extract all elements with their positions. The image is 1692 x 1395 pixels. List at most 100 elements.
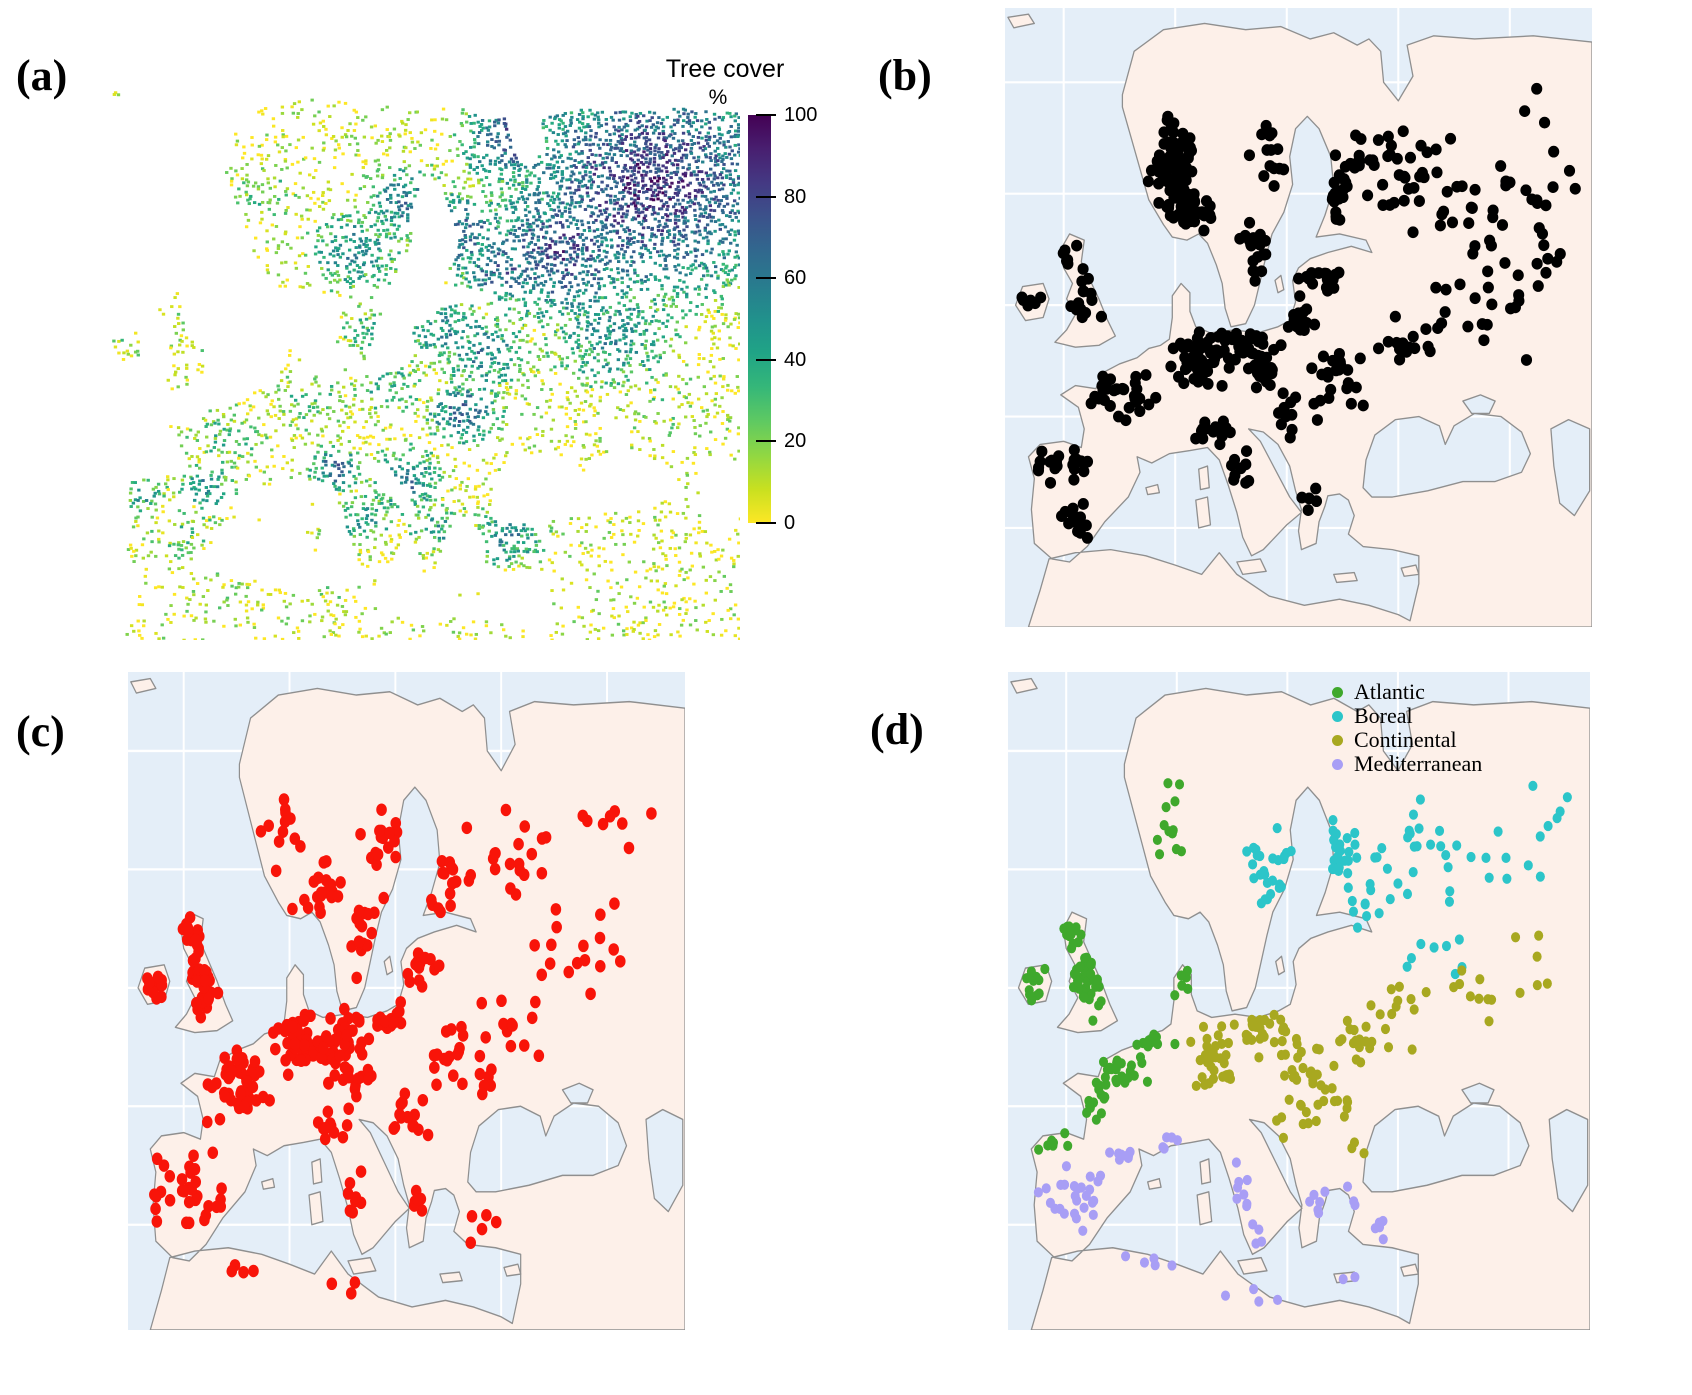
sample-point xyxy=(199,974,211,988)
sample-point xyxy=(540,831,552,844)
sample-point xyxy=(320,1122,331,1135)
sample-point xyxy=(1060,1179,1070,1190)
sample-point xyxy=(461,821,473,835)
sample-point xyxy=(1278,1024,1288,1036)
sample-point xyxy=(1342,1103,1352,1114)
sample-point xyxy=(1493,826,1503,837)
sample-point xyxy=(1484,1016,1494,1027)
sample-point xyxy=(1035,291,1047,304)
sample-point xyxy=(1308,1078,1318,1089)
sample-point xyxy=(1198,224,1210,237)
sample-point xyxy=(1288,1072,1298,1083)
sample-point xyxy=(1382,130,1394,143)
sample-point xyxy=(413,961,425,974)
sample-point xyxy=(277,825,289,839)
sample-point xyxy=(429,1061,440,1074)
sample-point xyxy=(1515,987,1525,998)
sample-point xyxy=(422,1128,434,1142)
sample-point xyxy=(1463,217,1475,229)
sample-point xyxy=(1153,149,1166,162)
sample-sites-map-black xyxy=(1005,8,1592,627)
colorbar-tick xyxy=(756,195,776,198)
sample-point xyxy=(1070,1190,1080,1202)
sample-point xyxy=(1528,780,1538,792)
sample-point xyxy=(1383,1042,1394,1053)
sample-point xyxy=(1349,1024,1359,1036)
sample-point xyxy=(322,1105,334,1118)
sample-point xyxy=(1025,294,1037,307)
sample-point xyxy=(1485,239,1497,252)
sample-point xyxy=(1098,1056,1109,1068)
sample-point xyxy=(1321,273,1333,286)
sample-point xyxy=(1126,1060,1136,1071)
sample-point xyxy=(1105,1147,1115,1158)
sample-point xyxy=(646,807,657,820)
sample-point xyxy=(1066,929,1076,940)
biogeographic-region-legend: Atlantic Boreal Continental Mediterranean xyxy=(1332,679,1482,776)
sample-point xyxy=(1435,825,1445,837)
sample-point xyxy=(1538,116,1551,129)
sample-point xyxy=(1198,367,1210,379)
sample-point xyxy=(190,1175,202,1189)
sample-point xyxy=(1277,387,1289,400)
sample-point xyxy=(1350,1199,1360,1211)
panel-d-label: (d) xyxy=(870,705,924,754)
sample-point xyxy=(1073,976,1083,988)
sample-point xyxy=(1406,952,1416,964)
sample-point xyxy=(1164,826,1174,837)
sample-point xyxy=(1532,951,1542,962)
sample-point xyxy=(546,938,557,952)
sample-point xyxy=(1362,910,1372,922)
sample-point xyxy=(1462,320,1474,333)
sample-point xyxy=(1162,172,1174,185)
sample-point xyxy=(255,825,267,838)
legend-item-continental: Continental xyxy=(1332,727,1482,752)
sample-point xyxy=(199,964,210,977)
sample-point xyxy=(1140,369,1152,381)
sample-point xyxy=(1360,899,1370,910)
sample-point xyxy=(1224,1069,1234,1080)
sample-point xyxy=(263,819,274,832)
sample-point xyxy=(1407,1044,1417,1055)
sample-point xyxy=(1440,283,1452,296)
sample-point xyxy=(1499,257,1511,269)
sample-point xyxy=(1535,831,1545,842)
sample-point xyxy=(476,1222,488,1236)
sample-point xyxy=(1387,1008,1397,1020)
sample-point xyxy=(1301,317,1313,329)
sample-point xyxy=(1374,908,1384,919)
sample-point xyxy=(1082,272,1094,285)
sample-point xyxy=(577,809,589,823)
sample-point xyxy=(1393,995,1403,1006)
sample-point xyxy=(500,803,512,817)
sample-point xyxy=(1155,849,1165,860)
sample-point xyxy=(571,956,583,970)
sample-point xyxy=(504,857,516,871)
sample-point xyxy=(1132,1039,1142,1050)
sample-point xyxy=(1216,379,1228,392)
sample-point xyxy=(1342,833,1352,844)
sample-point xyxy=(1441,849,1451,861)
sample-point xyxy=(1421,146,1433,159)
sample-point xyxy=(206,1080,218,1094)
sample-point xyxy=(1469,292,1481,305)
sample-point xyxy=(1511,932,1521,943)
sample-point xyxy=(188,1149,199,1162)
sample-point xyxy=(1217,1021,1227,1032)
sample-point xyxy=(1454,278,1466,291)
sample-point xyxy=(1167,1260,1177,1271)
sample-point xyxy=(1531,257,1543,270)
sample-point xyxy=(1266,889,1276,900)
sample-sites-map-red xyxy=(128,672,685,1330)
sample-point xyxy=(1240,445,1253,458)
sample-point xyxy=(321,855,332,868)
sample-point xyxy=(1554,248,1566,260)
sample-point xyxy=(1195,425,1208,437)
sample-point xyxy=(1552,813,1562,824)
sample-point xyxy=(362,1063,374,1077)
sample-point xyxy=(143,976,155,990)
sample-point xyxy=(1280,1070,1290,1081)
sample-point xyxy=(1306,362,1318,375)
sample-point xyxy=(351,971,362,985)
sample-point xyxy=(1420,323,1432,335)
